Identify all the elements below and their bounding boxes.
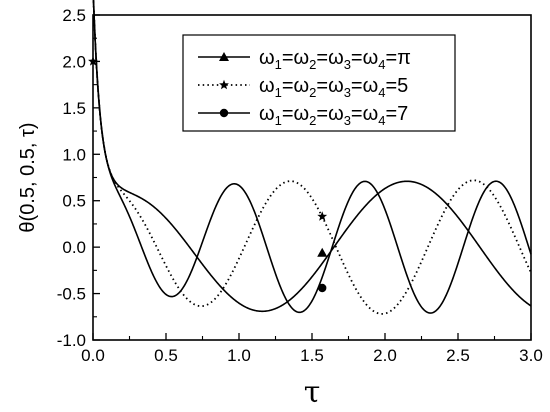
y-tick-label: 2.5 (62, 6, 86, 25)
y-axis-title: θ(0.5, 0.5, τ) (17, 122, 39, 232)
x-axis-title: τ (304, 375, 321, 410)
series-line-0 (92, 0, 532, 313)
series-layer (92, 0, 532, 315)
legend-marker-2 (219, 108, 229, 118)
y-tick-label: -1.0 (57, 331, 86, 350)
tick-layer: 0.0 0.5 1.0 1.5 2.0 2.5 3.0 -1.0 -0.5 0.0 0.5 1.0 1.… (57, 6, 543, 365)
legend-label-1: ω1=ω2=ω3=ω4=5 (259, 75, 408, 100)
x-tick-label: 1.5 (300, 346, 324, 365)
y-tick-label: 1.0 (62, 145, 86, 164)
series-marker-2 (318, 283, 327, 293)
legend-box (182, 34, 456, 132)
y-tick-label: -0.5 (57, 285, 86, 304)
x-tick-label: 2.5 (446, 346, 470, 365)
x-tick-label: 0.0 (81, 346, 105, 365)
x-tick-label: 0.5 (154, 346, 178, 365)
y-tick-label: 0.0 (62, 238, 86, 257)
y-tick-label: 0.5 (62, 192, 86, 211)
legend-marker-1 (219, 79, 229, 90)
x-tick-label: 3.0 (519, 346, 543, 365)
series-line-2 (92, 0, 532, 314)
y-tick-label: 1.5 (62, 99, 86, 118)
legend-label-2: ω1=ω2=ω3=ω4=7 (259, 103, 408, 128)
x-tick-label: 2.0 (373, 346, 397, 365)
series-marker-0 (317, 247, 328, 257)
x-tick-label: 1.0 (227, 346, 251, 365)
legend-marker-0 (219, 52, 229, 61)
y-tick-label: 2.0 (62, 52, 86, 71)
legend: ω1=ω2=ω3=ω4=π ω1=ω2=ω3=ω4=5 ω1=ω2=ω3=ω4=7 (182, 34, 456, 132)
legend-label-0: ω1=ω2=ω3=ω4=π (259, 47, 411, 72)
series-marker-1 (317, 211, 328, 221)
